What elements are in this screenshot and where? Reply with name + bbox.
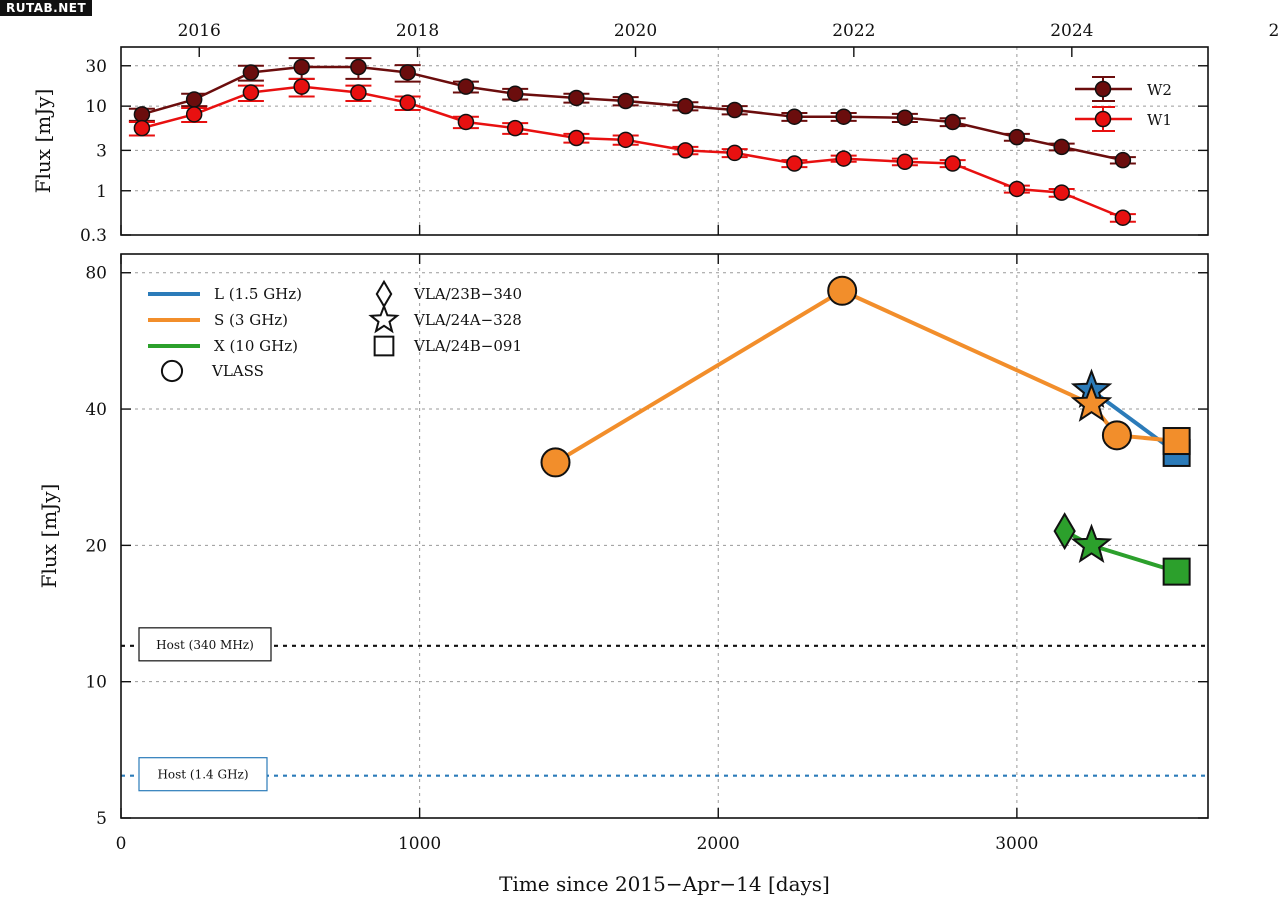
- bottom-ytick-label: 40: [85, 400, 107, 420]
- host-label-box: [138, 757, 268, 792]
- top-point-W2: [399, 64, 416, 81]
- top-point-W1: [896, 153, 914, 171]
- top-ytick-label: 30: [85, 57, 107, 77]
- host-label: Host (1.4 GHz): [157, 768, 248, 782]
- top-point-W1: [350, 84, 367, 101]
- top-point-W1: [944, 155, 961, 172]
- top-point-W2: [457, 78, 475, 95]
- top-point-W2: [677, 97, 694, 115]
- top-point-W2: [1008, 128, 1026, 146]
- top-legend-label: W1: [1147, 111, 1172, 129]
- band-S-circle: [827, 275, 858, 306]
- year-tick-label: 2026: [1268, 21, 1280, 41]
- bottom-xtick-label: 3000: [995, 834, 1038, 854]
- top-point-W2: [835, 108, 852, 125]
- watermark: RUTAB.NET: [0, 0, 93, 16]
- top-point-W2: [726, 101, 743, 119]
- year-tick-label: 2020: [614, 21, 657, 41]
- top-point-W1: [617, 131, 634, 149]
- marker-legend-symbol: [373, 335, 395, 357]
- top-point-W2: [1053, 138, 1070, 156]
- band-S-star: [1070, 382, 1113, 422]
- top-legend-label: W2: [1147, 81, 1172, 99]
- top-point-W2: [506, 85, 524, 103]
- top-ytick-label: 10: [85, 97, 107, 117]
- band-S-circle: [1101, 420, 1132, 451]
- band-S-circle: [540, 447, 571, 478]
- band-X-square: [1162, 557, 1191, 586]
- year-tick-label: 2016: [178, 21, 221, 41]
- bottom-ytick-label: 80: [85, 264, 107, 284]
- band-line-X: [1063, 529, 1178, 574]
- bottom-panel: Host (340 MHz) Host (1.4 GHz) L (1.5 GHz) S…: [37, 253, 1209, 896]
- bottom-ytick-label: 20: [85, 536, 107, 556]
- band-legend-label: S (3 GHz): [214, 311, 288, 329]
- top-frame: [120, 46, 1209, 236]
- band-X-star: [1070, 523, 1113, 563]
- band-X-diamond: [1053, 512, 1076, 551]
- bottom-xtick-label: 1000: [398, 834, 441, 854]
- top-point-W1: [1053, 184, 1070, 201]
- top-panel: W2 W1 0.3 1 3 10 30 2016 2018 2020 2022 2024 2026 Flu…: [31, 21, 1280, 246]
- top-legend-marker: [1094, 80, 1112, 98]
- marker-legend-label: VLA/24B−091: [413, 337, 522, 355]
- top-ylabel: Flux [mJy]: [31, 89, 55, 194]
- top-point-W1: [457, 113, 475, 131]
- band-legend-label: X (10 GHz): [214, 337, 298, 355]
- top-point-W2: [242, 64, 260, 81]
- top-point-W1: [726, 144, 743, 162]
- band-line-S: [554, 288, 1177, 465]
- top-point-W2: [293, 58, 310, 76]
- top-point-W2: [1114, 151, 1132, 169]
- top-point-W1: [133, 119, 151, 137]
- band-S-square: [1162, 427, 1191, 456]
- top-point-W1: [242, 84, 260, 101]
- top-point-W2: [133, 106, 151, 123]
- top-point-W2: [185, 91, 203, 108]
- top-ytick-label: 3: [96, 141, 107, 161]
- top-series-line-W2: [141, 65, 1124, 162]
- top-ytick-label: 1: [96, 182, 107, 202]
- year-tick-label: 2024: [1050, 21, 1093, 41]
- top-point-W1: [506, 119, 524, 137]
- bottom-ylabel: Flux [mJy]: [37, 484, 61, 589]
- bottom-xlabel: Time since 2015−Apr−14 [days]: [499, 872, 830, 896]
- bottom-xtick-label: 0: [116, 834, 127, 854]
- marker-legend-label: VLASS: [211, 362, 264, 380]
- top-point-W1: [568, 129, 585, 147]
- bottom-ytick-label: 5: [96, 809, 107, 829]
- top-point-W1: [786, 155, 803, 172]
- top-point-W1: [677, 142, 694, 159]
- host-label-box: [138, 627, 272, 662]
- top-point-W2: [786, 108, 803, 125]
- top-point-W1: [185, 106, 203, 123]
- top-point-W2: [896, 109, 914, 126]
- bottom-ytick-label: 10: [85, 673, 107, 693]
- top-legend-marker: [1094, 110, 1112, 128]
- marker-legend-label: VLA/23B−340: [413, 285, 522, 303]
- top-point-W2: [617, 92, 634, 110]
- marker-legend-label: VLA/24A−328: [413, 311, 522, 329]
- top-point-W1: [399, 94, 416, 111]
- bottom-frame: [120, 253, 1209, 819]
- top-point-W1: [1008, 180, 1026, 198]
- year-tick-label: 2018: [396, 21, 439, 41]
- band-legend-label: L (1.5 GHz): [214, 285, 302, 303]
- marker-legend-symbol: [368, 303, 400, 334]
- year-tick-label: 2022: [832, 21, 875, 41]
- host-label: Host (340 MHz): [156, 638, 254, 652]
- marker-legend-symbol: [375, 279, 393, 309]
- top-point-W1: [293, 78, 310, 95]
- top-point-W2: [350, 58, 367, 76]
- top-ytick-label: 0.3: [80, 226, 107, 246]
- marker-legend-symbol: [160, 359, 184, 383]
- bottom-xtick-label: 2000: [697, 834, 740, 854]
- top-point-W1: [835, 150, 852, 167]
- top-point-W1: [1114, 209, 1132, 226]
- top-point-W2: [944, 113, 961, 131]
- top-point-W2: [568, 89, 585, 107]
